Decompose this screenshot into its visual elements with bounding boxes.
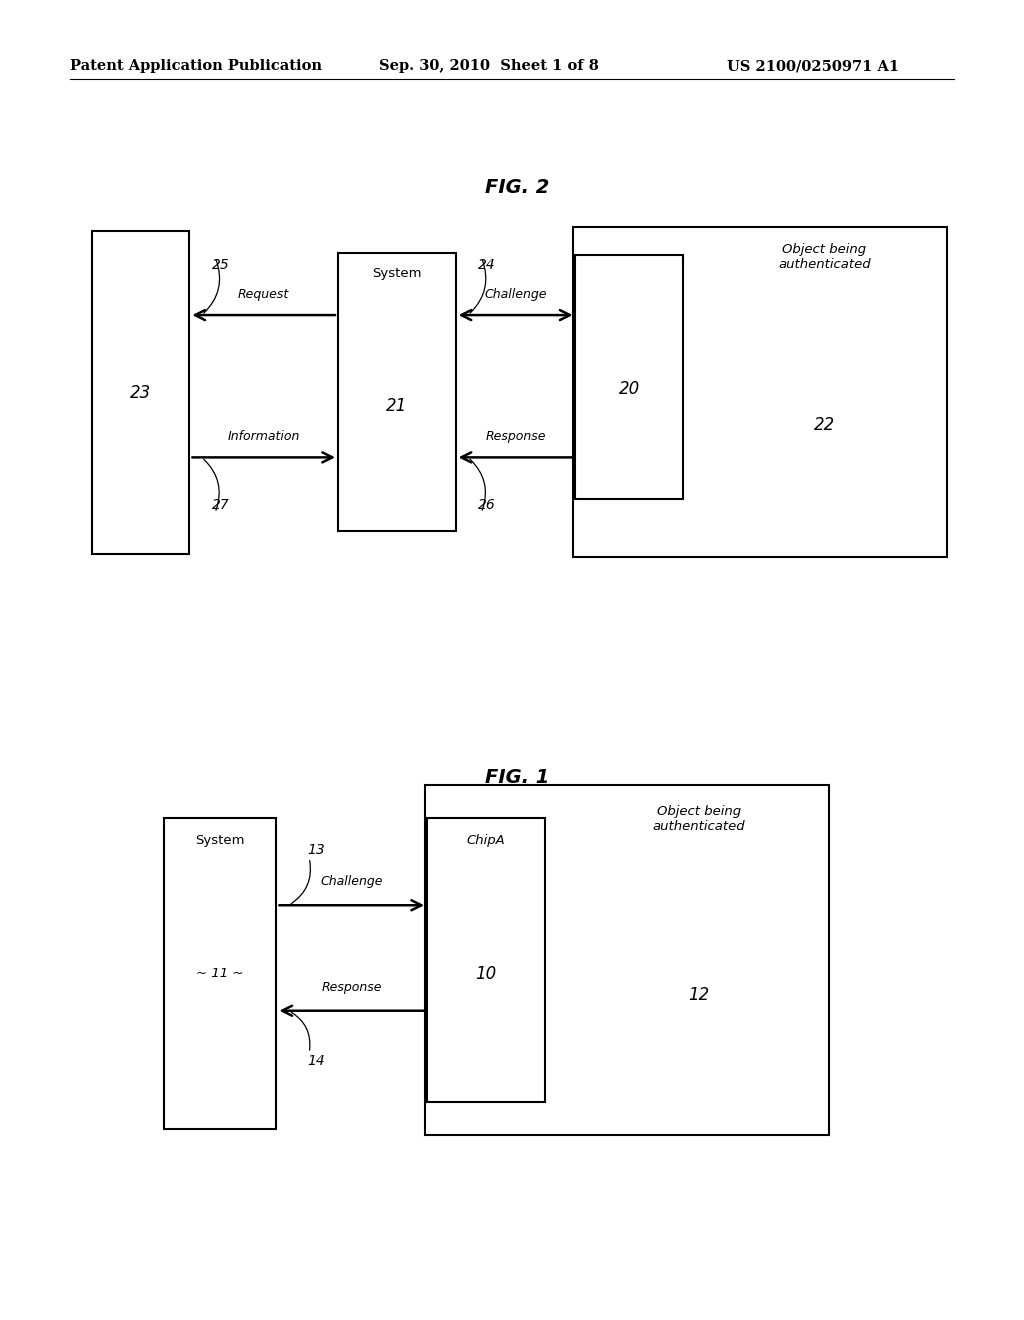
Text: 23: 23 <box>130 384 152 401</box>
Bar <box>338 253 456 531</box>
Text: 24: 24 <box>478 257 496 272</box>
Bar <box>575 255 683 499</box>
Text: Object being
authenticated: Object being authenticated <box>778 243 870 271</box>
Text: FIG. 1: FIG. 1 <box>485 768 549 787</box>
Text: FIG. 2: FIG. 2 <box>485 178 549 197</box>
Text: 14: 14 <box>307 1053 325 1068</box>
Text: Challenge: Challenge <box>321 875 383 888</box>
Text: Sep. 30, 2010  Sheet 1 of 8: Sep. 30, 2010 Sheet 1 of 8 <box>379 59 599 73</box>
Text: 21: 21 <box>386 397 408 414</box>
Text: System: System <box>196 834 245 847</box>
Bar <box>92 231 189 554</box>
Text: Response: Response <box>485 430 546 442</box>
Text: 26: 26 <box>478 498 496 512</box>
Bar <box>425 785 829 1135</box>
Bar <box>164 818 276 1129</box>
Text: 22: 22 <box>814 416 835 434</box>
Text: 12: 12 <box>688 986 710 1005</box>
Bar <box>427 818 545 1102</box>
Text: 10: 10 <box>475 965 497 983</box>
Text: Object being
authenticated: Object being authenticated <box>652 805 745 833</box>
Text: Challenge: Challenge <box>484 288 547 301</box>
Text: Information: Information <box>227 430 300 442</box>
Text: US 2100/0250971 A1: US 2100/0250971 A1 <box>727 59 899 73</box>
Text: Patent Application Publication: Patent Application Publication <box>70 59 322 73</box>
Text: Response: Response <box>322 981 382 994</box>
Bar <box>573 227 947 557</box>
Text: 27: 27 <box>212 498 229 512</box>
Text: 13: 13 <box>307 842 325 857</box>
Text: ChipA: ChipA <box>467 834 505 847</box>
Text: 20: 20 <box>618 380 640 399</box>
Text: System: System <box>372 267 422 280</box>
Text: ~ 11 ~: ~ 11 ~ <box>197 968 244 979</box>
Text: 25: 25 <box>212 257 229 272</box>
Text: Request: Request <box>238 288 290 301</box>
